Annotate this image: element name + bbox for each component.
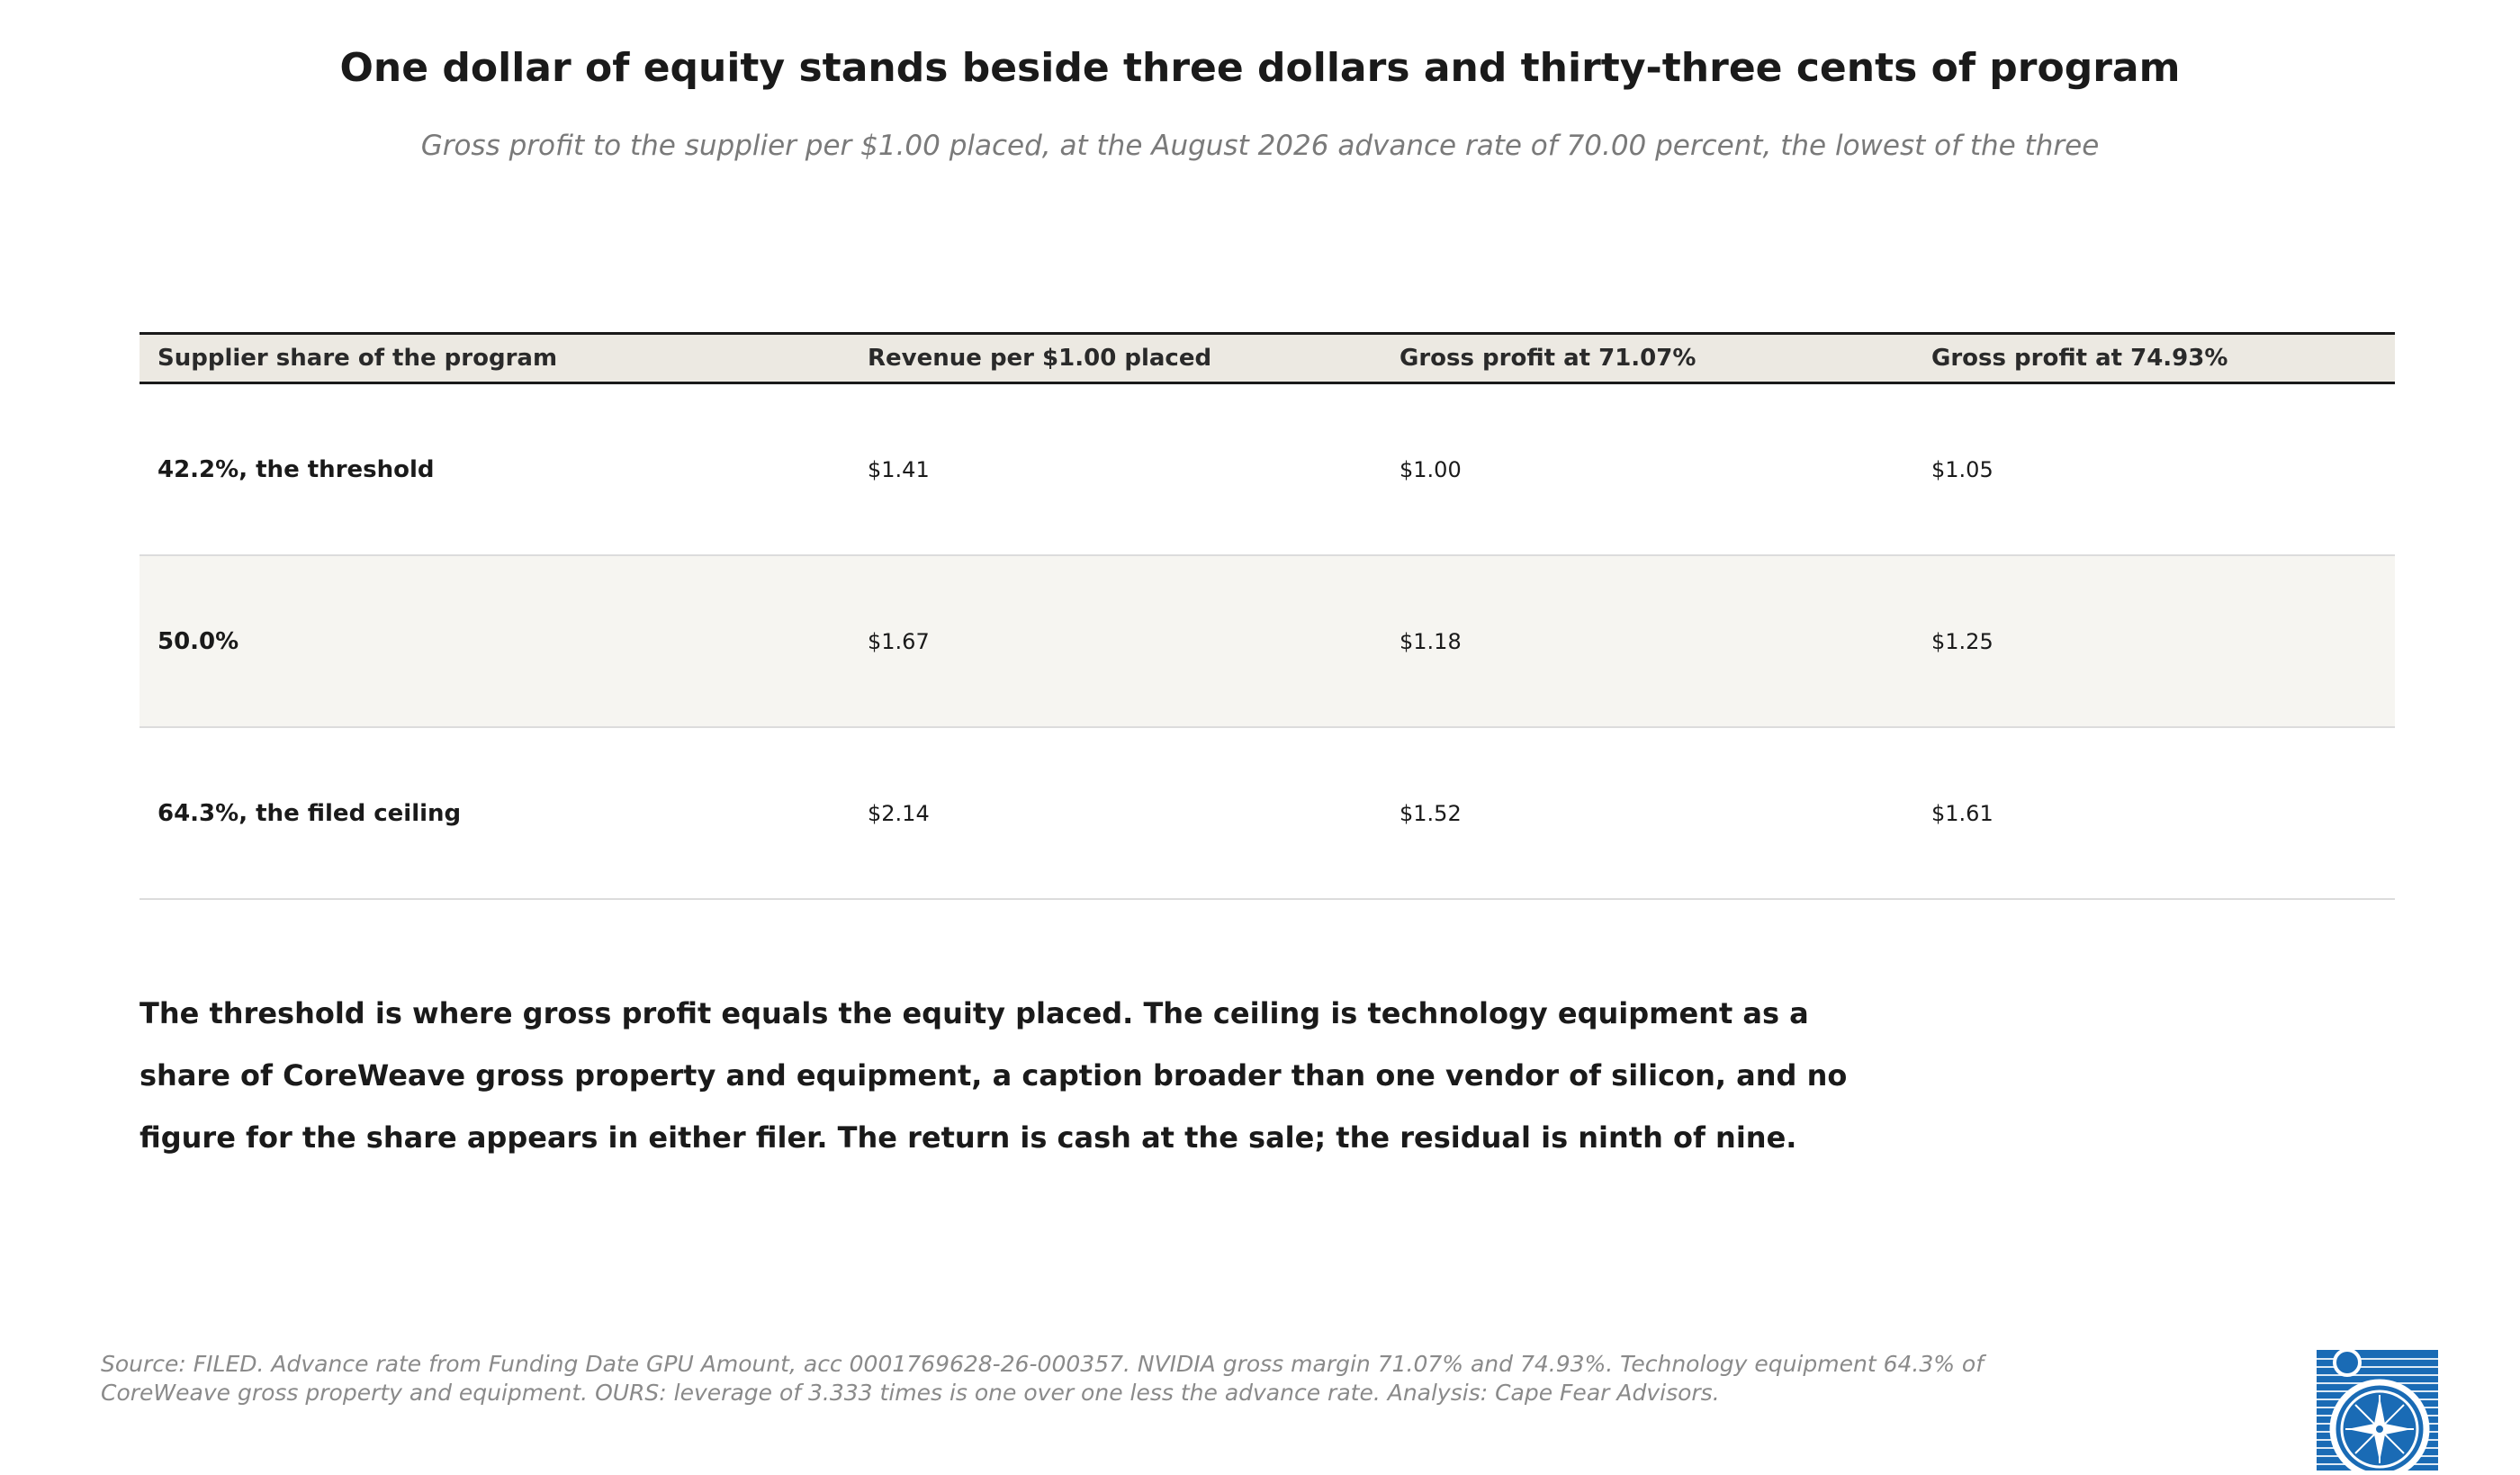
gross-profit-high-cell: $1.61 [1913, 727, 2395, 900]
note-line: figure for the share appears in either f… [140, 1120, 1797, 1155]
supplier-share-cell: 64.3%, the filed ceiling [140, 727, 850, 900]
gross-profit-high-cell: $1.25 [1913, 555, 2395, 728]
note-line: share of CoreWeave gross property and eq… [140, 1058, 1848, 1093]
table-row: 42.2%, the threshold $1.41 $1.00 $1.05 [140, 382, 2395, 556]
source-line: CoreWeave gross property and equipment. … [101, 1380, 1720, 1406]
gross-profit-low-cell: $1.52 [1382, 727, 1913, 900]
column-header-revenue: Revenue per $1.00 placed [850, 332, 1382, 384]
compass-rose-seal-icon [2317, 1350, 2438, 1471]
explanatory-note: The threshold is where gross profit equa… [140, 983, 2120, 1169]
table-row: 50.0% $1.67 $1.18 $1.25 [140, 555, 2395, 728]
column-header-gross-profit-low: Gross profit at 71.07% [1382, 332, 1913, 384]
source-line: Source: FILED. Advance rate from Funding… [101, 1351, 1984, 1377]
table-header-row: Supplier share of the program Revenue pe… [140, 332, 2395, 384]
revenue-cell: $1.41 [850, 382, 1382, 556]
gross-profit-table: Supplier share of the program Revenue pe… [140, 332, 2395, 900]
supplier-share-cell: 50.0% [140, 555, 850, 728]
revenue-cell: $2.14 [850, 727, 1382, 900]
supplier-share-cell: 42.2%, the threshold [140, 382, 850, 556]
gross-profit-low-cell: $1.18 [1382, 555, 1913, 728]
column-header-supplier-share: Supplier share of the program [140, 332, 850, 384]
column-header-gross-profit-high: Gross profit at 74.93% [1913, 332, 2395, 384]
gross-profit-low-cell: $1.00 [1382, 382, 1913, 556]
note-line: The threshold is where gross profit equa… [140, 996, 1809, 1030]
revenue-cell: $1.67 [850, 555, 1382, 728]
page-subtitle: Gross profit to the supplier per $1.00 p… [420, 130, 2100, 162]
table-row: 64.3%, the filed ceiling $2.14 $1.52 $1.… [140, 727, 2395, 900]
source-footnote: Source: FILED. Advance rate from Funding… [101, 1350, 2261, 1408]
page-title: One dollar of equity stands beside three… [339, 45, 2181, 91]
gross-profit-high-cell: $1.05 [1913, 382, 2395, 556]
